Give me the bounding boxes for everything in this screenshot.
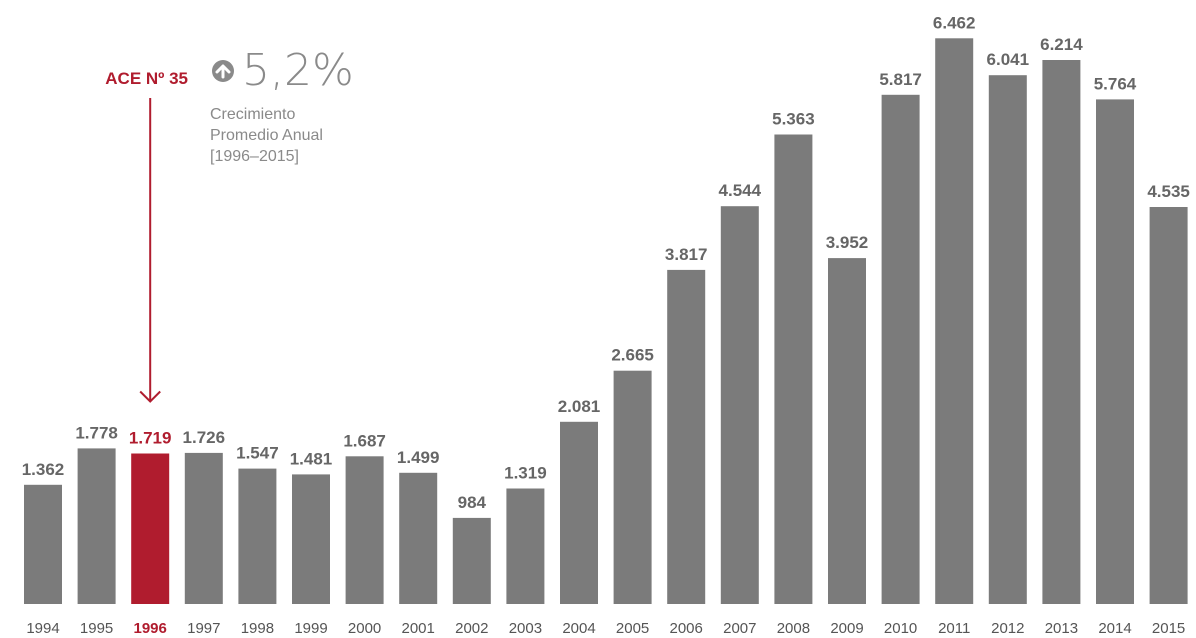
value-label-2000: 1.687	[343, 431, 386, 450]
arrow-up-circle-icon	[212, 60, 234, 82]
value-label-1996: 1.719	[129, 429, 172, 448]
value-label-2008: 5.363	[772, 110, 815, 129]
bar-2011	[935, 38, 974, 605]
bar-2006	[667, 269, 706, 604]
x-tick-label-1999: 1999	[294, 620, 327, 637]
x-tick-label-1996: 1996	[134, 620, 167, 637]
bar-2015	[1149, 207, 1188, 604]
value-label-1999: 1.481	[290, 449, 333, 468]
x-tick-label-2003: 2003	[509, 620, 542, 637]
annotation-group: ACE Nº 35	[105, 69, 188, 403]
x-tick-label-2012: 2012	[991, 620, 1024, 637]
value-label-2014: 5.764	[1094, 74, 1137, 93]
bar-2000	[345, 456, 384, 604]
growth-stat: 5,2% Crecimiento Promedio Anual [1996–20…	[210, 46, 354, 167]
growth-stat-value: 5,2%	[242, 45, 354, 96]
x-tick-label-2007: 2007	[723, 620, 756, 637]
bar-1999	[292, 474, 330, 604]
bar-2004	[560, 421, 598, 604]
x-tick-label-2008: 2008	[777, 620, 810, 637]
value-label-2011: 6.462	[933, 13, 976, 32]
value-label-2013: 6.214	[1040, 35, 1083, 54]
x-tick-label-1997: 1997	[187, 620, 220, 637]
value-label-2015: 4.535	[1147, 182, 1190, 201]
x-tick-label-2004: 2004	[562, 620, 595, 637]
x-tick-label-2013: 2013	[1045, 620, 1078, 637]
bar-2012	[988, 75, 1027, 604]
x-tick-label-2015: 2015	[1152, 620, 1185, 637]
bar-1996	[131, 453, 170, 604]
value-label-2003: 1.319	[504, 464, 547, 483]
growth-stat-label: Crecimiento Promedio Anual [1996–2015]	[210, 106, 323, 165]
value-label-2005: 2.665	[611, 346, 654, 365]
x-axis-labels: 1994 1995 1996 1997 1998 1999 2000 2001 2002 2003…	[26, 620, 1185, 637]
x-tick-label-2001: 2001	[402, 620, 435, 637]
bar-1995	[77, 448, 116, 604]
value-label-1998: 1.547	[236, 444, 279, 463]
bar-2010	[881, 94, 920, 605]
value-label-2006: 3.817	[665, 245, 708, 264]
value-label-2004: 2.081	[558, 397, 601, 416]
x-tick-label-1995: 1995	[80, 620, 113, 637]
value-label-1994: 1.362	[22, 460, 65, 479]
value-label-1995: 1.778	[75, 423, 118, 442]
bar-1994	[24, 484, 62, 604]
x-tick-label-2010: 2010	[884, 620, 917, 637]
bar-1998	[238, 468, 277, 604]
x-tick-label-2014: 2014	[1098, 620, 1131, 637]
annotation-arrow-head	[139, 390, 161, 403]
growth-stat-row: 5,2%	[210, 46, 354, 96]
bar-2014	[1096, 99, 1134, 605]
bar-2003	[506, 488, 545, 604]
value-label-2009: 3.952	[826, 233, 869, 252]
x-tick-label-2009: 2009	[830, 620, 863, 637]
x-tick-label-1994: 1994	[26, 620, 59, 637]
value-label-1997: 1.726	[183, 428, 226, 447]
bar-1997	[184, 452, 223, 604]
value-label-2007: 4.544	[719, 181, 762, 200]
value-label-2012: 6.041	[987, 50, 1030, 69]
bars-group	[24, 38, 1188, 605]
bar-2008	[774, 134, 813, 604]
bar-2001	[399, 472, 438, 604]
x-tick-label-2011: 2011	[938, 620, 970, 637]
x-tick-label-2005: 2005	[616, 620, 649, 637]
x-tick-label-2002: 2002	[455, 620, 488, 637]
bar-2005	[613, 370, 652, 604]
value-label-2002: 984	[458, 493, 487, 512]
x-tick-label-1998: 1998	[241, 620, 274, 637]
bar-2002	[452, 517, 491, 604]
bar-2007	[720, 206, 759, 604]
bar-2009	[828, 258, 866, 604]
value-labels-group: 1.362 1.778 1.719 1.726 1.547 1.481 1.687 1.499…	[22, 13, 1190, 512]
annotation-label: ACE Nº 35	[105, 69, 188, 88]
x-tick-label-2006: 2006	[670, 620, 703, 637]
value-label-2001: 1.499	[397, 448, 440, 467]
bar-2013	[1042, 60, 1081, 604]
x-tick-label-2000: 2000	[348, 620, 381, 637]
value-label-2010: 5.817	[879, 70, 922, 89]
